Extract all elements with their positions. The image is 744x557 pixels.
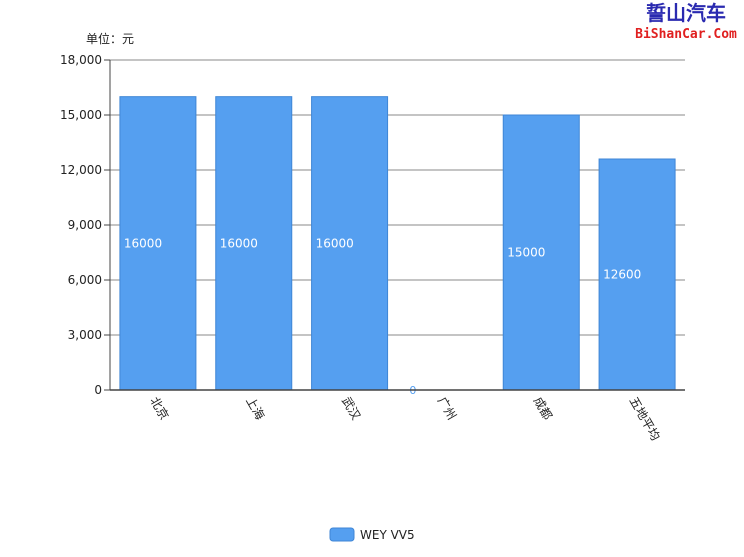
watermark-en: BiShanCar.Com: [635, 27, 737, 42]
y-tick-label: 3,000: [68, 328, 102, 342]
data-label: 16000: [316, 236, 354, 250]
bar[interactable]: [311, 96, 389, 391]
y-tick-label: 0: [94, 383, 102, 397]
y-tick-label: 15,000: [60, 108, 102, 122]
bar[interactable]: [502, 114, 580, 391]
y-tick-label: 9,000: [68, 218, 102, 232]
y-tick-label: 18,000: [60, 53, 102, 67]
y-tick-label: 12,000: [60, 163, 102, 177]
data-label: 16000: [124, 236, 162, 250]
data-label: 12600: [603, 268, 641, 282]
watermark-cn: 誓山汽车: [646, 1, 726, 25]
x-tick-label: 武汉: [339, 395, 363, 423]
unit-label: 单位：元: [86, 31, 134, 46]
x-tick-label: 上海: [243, 394, 268, 422]
x-tick-label: 北京: [147, 395, 171, 423]
legend-swatch: [329, 527, 355, 542]
legend-label: WEY VV5: [360, 528, 415, 542]
x-axis: 北京 上海 武汉 广州 成都 五地平均: [110, 389, 685, 444]
y-axis: 0 3,000 6,000 9,000 12,000 15,000 18,000: [60, 53, 111, 397]
bar[interactable]: [598, 158, 676, 391]
legend[interactable]: WEY VV5: [329, 527, 415, 542]
data-label: 16000: [220, 236, 258, 250]
x-tick-label: 成都: [531, 395, 555, 423]
x-tick-label: 五地平均: [626, 395, 662, 444]
watermark: 誓山汽车 BiShanCar.Com: [635, 1, 737, 42]
gridlines: [110, 59, 685, 336]
bar[interactable]: [215, 96, 293, 391]
x-tick-label: 广州: [435, 395, 459, 423]
data-label: 15000: [507, 246, 545, 260]
bars: 16000160001600001500012600: [119, 96, 676, 397]
bar[interactable]: [119, 96, 197, 391]
y-tick-label: 6,000: [68, 273, 102, 287]
